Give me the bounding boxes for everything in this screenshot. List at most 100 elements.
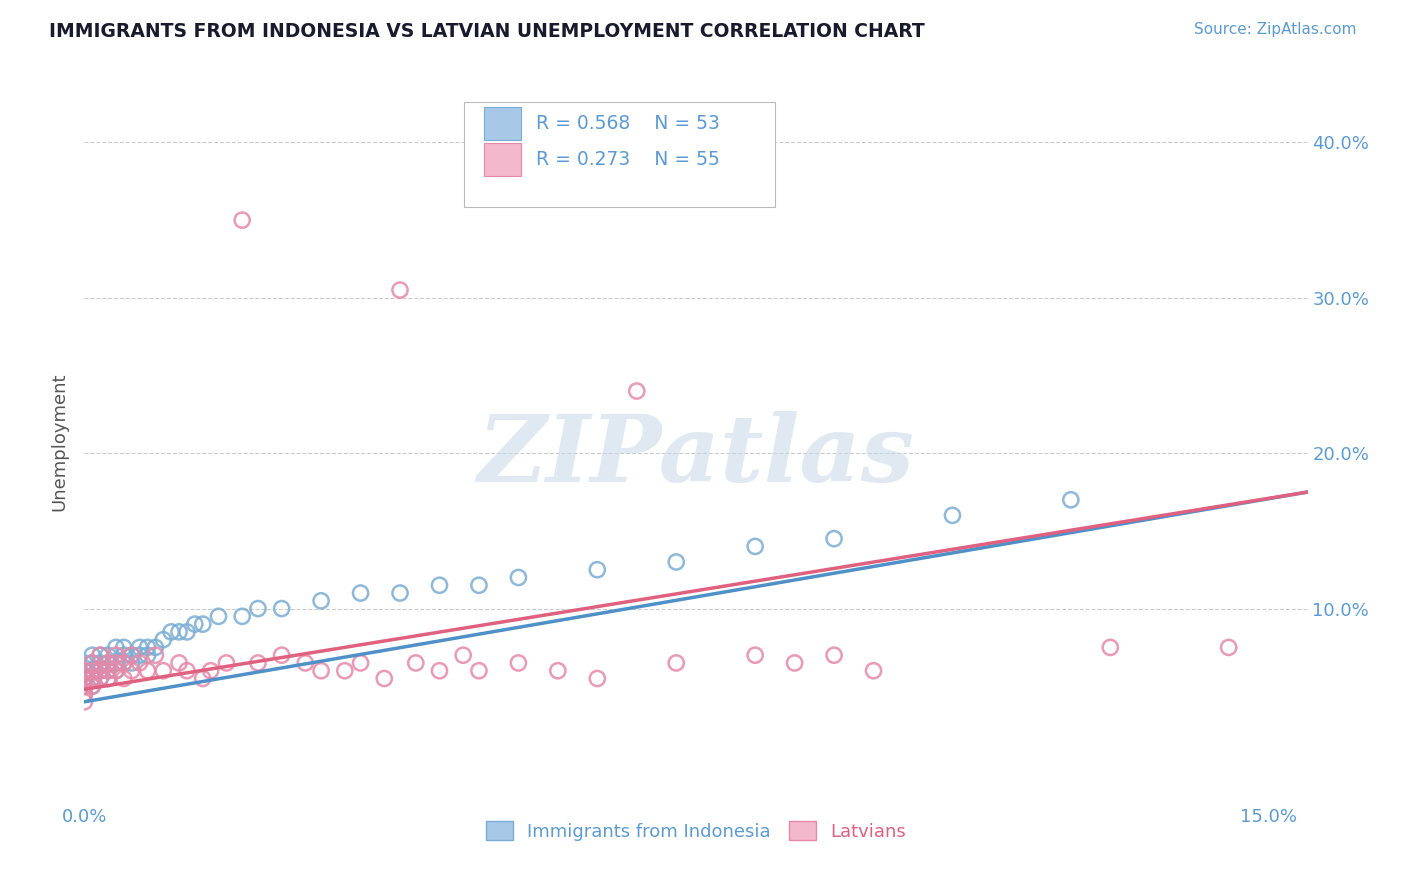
Point xyxy=(270,601,292,615)
Point xyxy=(104,656,127,670)
Point xyxy=(508,570,530,584)
Point xyxy=(112,648,135,663)
Point xyxy=(665,555,688,569)
Point xyxy=(82,679,104,693)
Point xyxy=(176,624,198,639)
Point xyxy=(136,640,159,655)
Point xyxy=(294,656,316,670)
Point xyxy=(246,656,269,670)
Point xyxy=(389,586,412,600)
Point xyxy=(82,656,104,670)
Point xyxy=(665,656,688,670)
Point xyxy=(941,508,963,523)
Text: R = 0.273    N = 55: R = 0.273 N = 55 xyxy=(536,150,720,169)
Text: IMMIGRANTS FROM INDONESIA VS LATVIAN UNEMPLOYMENT CORRELATION CHART: IMMIGRANTS FROM INDONESIA VS LATVIAN UNE… xyxy=(49,22,925,41)
Point xyxy=(207,609,229,624)
Point xyxy=(89,664,111,678)
Point xyxy=(89,648,111,663)
Point xyxy=(82,664,104,678)
Point xyxy=(405,656,427,670)
Point xyxy=(349,586,371,600)
Point xyxy=(145,640,167,655)
Point xyxy=(309,664,332,678)
Point xyxy=(200,664,222,678)
Text: R = 0.568    N = 53: R = 0.568 N = 53 xyxy=(536,114,720,133)
Point xyxy=(744,648,766,663)
Point xyxy=(184,617,207,632)
Point xyxy=(349,656,371,670)
Point xyxy=(112,656,135,670)
Point xyxy=(1060,492,1083,507)
Point xyxy=(73,672,96,686)
Point xyxy=(547,664,569,678)
Point xyxy=(373,672,395,686)
Point xyxy=(152,632,174,647)
Point xyxy=(73,679,96,693)
Point xyxy=(112,656,135,670)
Bar xyxy=(484,107,522,139)
Point xyxy=(136,648,159,663)
Point xyxy=(429,664,451,678)
Point xyxy=(73,672,96,686)
Point xyxy=(104,664,127,678)
Point xyxy=(128,656,150,670)
Point xyxy=(82,679,104,693)
Point xyxy=(744,540,766,554)
Point xyxy=(309,594,332,608)
Point xyxy=(82,672,104,686)
Point xyxy=(82,672,104,686)
Point xyxy=(89,672,111,686)
Point xyxy=(389,283,412,297)
Point xyxy=(468,664,491,678)
Point xyxy=(73,664,96,678)
Point xyxy=(89,648,111,663)
FancyBboxPatch shape xyxy=(464,102,776,207)
Point xyxy=(468,578,491,592)
Point xyxy=(191,672,214,686)
Point xyxy=(451,648,474,663)
Point xyxy=(231,213,253,227)
Point xyxy=(121,664,143,678)
Bar xyxy=(484,143,522,176)
Point xyxy=(121,648,143,663)
Point xyxy=(112,640,135,655)
Point xyxy=(97,672,120,686)
Point xyxy=(823,532,845,546)
Point xyxy=(73,687,96,701)
Point xyxy=(104,656,127,670)
Point xyxy=(89,664,111,678)
Point xyxy=(97,656,120,670)
Point xyxy=(73,687,96,701)
Point xyxy=(73,664,96,678)
Point xyxy=(626,384,648,398)
Point xyxy=(508,656,530,670)
Point xyxy=(270,648,292,663)
Point xyxy=(783,656,806,670)
Point xyxy=(145,648,167,663)
Point xyxy=(112,672,135,686)
Point xyxy=(104,664,127,678)
Point xyxy=(82,664,104,678)
Y-axis label: Unemployment: Unemployment xyxy=(51,372,69,511)
Point xyxy=(231,609,253,624)
Point xyxy=(97,656,120,670)
Point xyxy=(176,664,198,678)
Point xyxy=(104,648,127,663)
Point xyxy=(823,648,845,663)
Point xyxy=(215,656,238,670)
Point xyxy=(89,656,111,670)
Point xyxy=(167,656,190,670)
Text: Source: ZipAtlas.com: Source: ZipAtlas.com xyxy=(1194,22,1357,37)
Point xyxy=(586,672,609,686)
Point xyxy=(152,664,174,678)
Point xyxy=(97,664,120,678)
Point xyxy=(246,601,269,615)
Point xyxy=(73,656,96,670)
Point xyxy=(191,617,214,632)
Point xyxy=(89,672,111,686)
Point xyxy=(862,664,884,678)
Point xyxy=(82,648,104,663)
Point xyxy=(586,563,609,577)
Point xyxy=(104,640,127,655)
Point xyxy=(73,679,96,693)
